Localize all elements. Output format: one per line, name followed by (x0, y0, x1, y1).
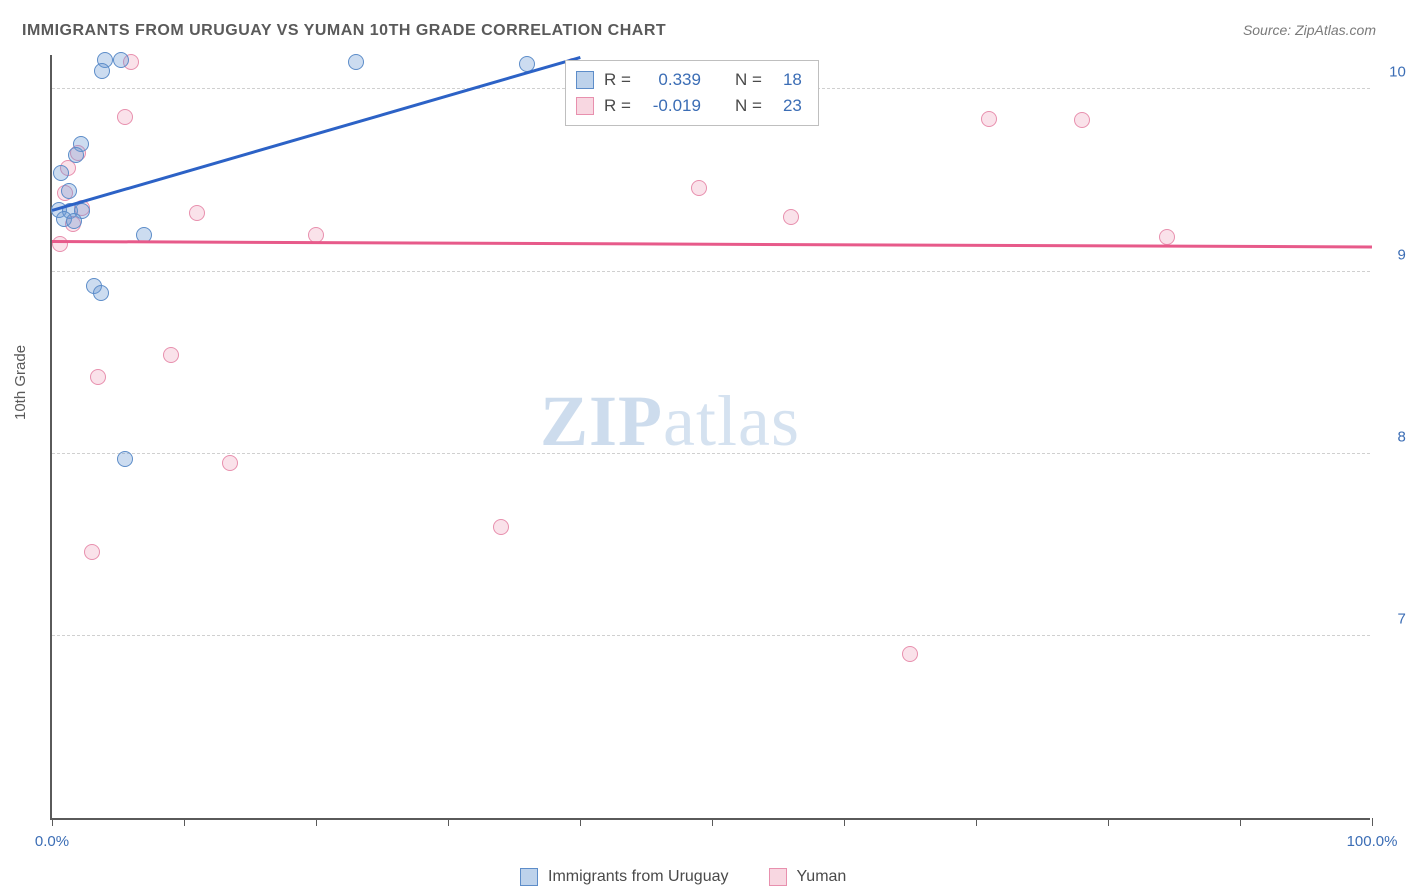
x-tick (976, 818, 977, 826)
scatter-point (222, 455, 238, 471)
legend-stats-row: R = 0.339 N = 18 (576, 67, 802, 93)
x-tick (1108, 818, 1109, 826)
scatter-point (493, 519, 509, 535)
r-label: R = (604, 70, 631, 90)
source-attribution: Source: ZipAtlas.com (1243, 22, 1376, 38)
scatter-point (902, 646, 918, 662)
r-label: R = (604, 96, 631, 116)
r-value: -0.019 (641, 96, 701, 116)
x-tick (184, 818, 185, 826)
scatter-point (113, 52, 129, 68)
x-tick (712, 818, 713, 826)
scatter-point (61, 183, 77, 199)
scatter-point (1074, 112, 1090, 128)
correlation-statistics-box: R = 0.339 N = 18 R = -0.019 N = 23 (565, 60, 819, 126)
scatter-point (163, 347, 179, 363)
scatter-point (117, 451, 133, 467)
gridline (52, 271, 1370, 272)
n-label: N = (735, 70, 762, 90)
scatter-point (783, 209, 799, 225)
r-value: 0.339 (641, 70, 701, 90)
scatter-point (1159, 229, 1175, 245)
y-tick-label: 70.0% (1380, 610, 1406, 627)
x-tick (1240, 818, 1241, 826)
x-tick (580, 818, 581, 826)
scatter-point (189, 205, 205, 221)
legend-item: Immigrants from Uruguay (520, 868, 729, 886)
scatter-point (66, 213, 82, 229)
y-tick-label: 90.0% (1380, 246, 1406, 263)
gridline (52, 453, 1370, 454)
legend-stats-row: R = -0.019 N = 23 (576, 93, 802, 119)
scatter-point (348, 54, 364, 70)
x-tick-label: 0.0% (35, 833, 69, 850)
x-tick (1372, 818, 1373, 826)
scatter-point (117, 109, 133, 125)
n-value: 23 (772, 96, 802, 116)
legend-swatch (576, 71, 594, 89)
n-label: N = (735, 96, 762, 116)
x-tick (448, 818, 449, 826)
chart-title: IMMIGRANTS FROM URUGUAY VS YUMAN 10TH GR… (22, 22, 666, 40)
scatter-point (93, 285, 109, 301)
y-tick-label: 80.0% (1380, 428, 1406, 445)
legend-label: Immigrants from Uruguay (548, 868, 729, 886)
x-tick (844, 818, 845, 826)
plot-area: 70.0%80.0%90.0%100.0%0.0%100.0% (50, 55, 1370, 820)
x-tick (316, 818, 317, 826)
scatter-point (94, 63, 110, 79)
legend-label: Yuman (797, 868, 847, 886)
scatter-point (68, 147, 84, 163)
scatter-point (981, 111, 997, 127)
scatter-point (84, 544, 100, 560)
legend-item: Yuman (769, 868, 847, 886)
legend-swatch (576, 97, 594, 115)
gridline (52, 635, 1370, 636)
scatter-point (90, 369, 106, 385)
x-tick-label: 100.0% (1347, 833, 1398, 850)
legend-swatch (769, 868, 787, 886)
scatter-point (52, 236, 68, 252)
scatter-point (53, 165, 69, 181)
y-axis-label: 10th Grade (12, 345, 29, 420)
trend-line (52, 56, 581, 211)
scatter-point (691, 180, 707, 196)
series-legend: Immigrants from Uruguay Yuman (520, 868, 846, 886)
legend-swatch (520, 868, 538, 886)
n-value: 18 (772, 70, 802, 90)
x-tick (52, 818, 53, 826)
y-tick-label: 100.0% (1380, 64, 1406, 81)
